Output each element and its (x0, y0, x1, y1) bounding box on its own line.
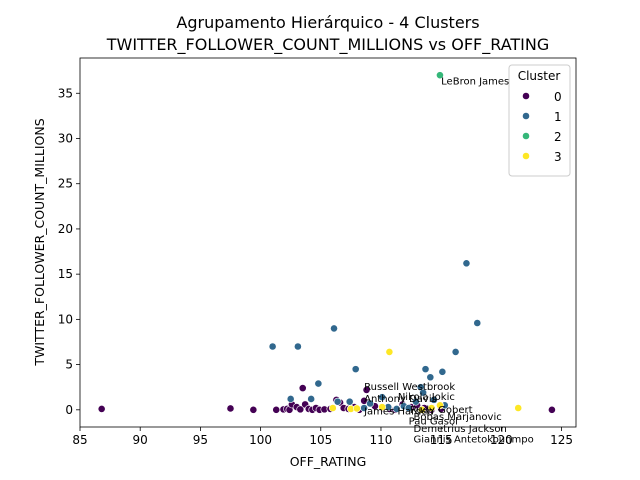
data-point-cluster-1 (404, 404, 413, 412)
legend-label: 0 (554, 90, 562, 104)
y-tick-label: 10 (58, 312, 73, 326)
data-point-cluster-1 (419, 388, 428, 397)
y-tick-label: 25 (58, 177, 73, 191)
data-point-cluster-0 (298, 384, 307, 393)
data-point-cluster-1 (268, 342, 277, 351)
data-point-cluster-1 (351, 365, 360, 374)
data-point-cluster-1 (307, 395, 316, 403)
data-points (97, 71, 556, 414)
data-point-cluster-1 (462, 259, 471, 268)
chart-title: Agrupamento Hierárquico - 4 Clusters (176, 13, 479, 32)
data-point-cluster-3 (514, 404, 523, 412)
y-axis-label: TWITTER_FOLLOWER_COUNT_MILLIONS (32, 118, 47, 366)
point-annotation: Pau Gasol (409, 417, 458, 428)
legend: Cluster 0 1 2 3 (508, 64, 571, 177)
data-point-cluster-0 (296, 405, 305, 414)
data-point-cluster-1 (430, 395, 438, 404)
x-tick-label: 120 (490, 433, 513, 447)
point-annotation: Rudy Gobert (410, 405, 473, 416)
legend-label: 2 (554, 130, 562, 144)
x-tick-label: 85 (72, 433, 87, 447)
data-point-cluster-3 (418, 405, 426, 414)
legend-label: 1 (554, 110, 562, 124)
point-annotation: LeBron James (441, 77, 509, 88)
point-annotation: Russell Westbrook (364, 382, 455, 393)
data-point-cluster-3 (436, 401, 444, 410)
data-point-cluster-1 (378, 393, 387, 402)
chart-subtitle: TWITTER_FOLLOWER_COUNT_MILLIONS vs OFF_R… (106, 35, 550, 55)
data-point-cluster-3 (352, 404, 361, 413)
data-point-cluster-1 (366, 399, 375, 408)
data-point-cluster-0 (249, 405, 258, 414)
data-point-cluster-1 (333, 397, 342, 406)
data-point-cluster-1 (294, 342, 302, 351)
x-tick-label: 100 (249, 433, 272, 447)
y-axis: 0 5 10 15 20 25 30 35 (58, 86, 80, 417)
data-point-cluster-2 (436, 71, 444, 80)
point-annotation: Giannis Antetokounmpo (413, 435, 533, 446)
legend-title: Cluster (518, 69, 561, 83)
data-point-cluster-1 (473, 319, 482, 327)
y-tick-label: 20 (58, 222, 73, 236)
legend-label: 3 (554, 150, 562, 164)
data-point-cluster-3 (378, 403, 387, 412)
data-point-cluster-1 (286, 395, 295, 403)
data-point-cluster-3 (328, 404, 337, 412)
y-tick-label: 15 (58, 267, 73, 281)
x-tick-label: 105 (309, 433, 332, 447)
data-point-cluster-3 (427, 404, 436, 412)
data-point-cluster-1 (345, 397, 354, 406)
legend-items: 0 1 2 3 (522, 90, 562, 164)
x-tick-label: 90 (133, 433, 148, 447)
legend-marker (522, 112, 530, 120)
point-annotation: Demetrius Jackson (413, 424, 506, 435)
x-tick-label: 95 (193, 433, 208, 447)
data-point-cluster-1 (411, 397, 420, 406)
x-axis: 85 90 95 100 105 110 115 120 125 (72, 427, 573, 447)
point-annotation: James Harden (363, 407, 434, 418)
x-tick-label: 115 (430, 433, 453, 447)
y-tick-label: 5 (65, 358, 73, 372)
data-point-cluster-1 (426, 373, 435, 382)
legend-marker (522, 92, 530, 100)
point-annotation: Anthony Davis (364, 394, 437, 405)
legend-marker (522, 152, 530, 160)
data-point-cluster-0 (548, 405, 556, 414)
x-tick-label: 110 (370, 433, 393, 447)
data-point-cluster-0 (226, 404, 235, 413)
legend-marker (522, 132, 530, 140)
point-annotation: Nikola Jokic (398, 392, 455, 403)
x-axis-label: OFF_RATING (290, 454, 367, 469)
y-tick-label: 35 (58, 86, 73, 100)
data-point-cluster-0 (272, 405, 281, 414)
data-point-cluster-1 (451, 348, 460, 356)
plot-frame (79, 57, 577, 428)
point-annotation: Bobas Marjanovic (413, 412, 501, 423)
data-point-cluster-0 (362, 386, 371, 394)
y-tick-label: 30 (58, 131, 73, 145)
x-tick-label: 125 (550, 433, 573, 447)
data-point-cluster-0 (97, 405, 106, 413)
data-point-cluster-1 (314, 379, 323, 388)
data-point-cluster-1 (438, 367, 447, 376)
data-point-cluster-3 (385, 348, 394, 356)
data-point-cluster-1 (330, 324, 338, 333)
data-point-cluster-1 (392, 405, 401, 413)
data-point-cluster-1 (421, 365, 430, 374)
y-tick-label: 0 (65, 403, 73, 417)
